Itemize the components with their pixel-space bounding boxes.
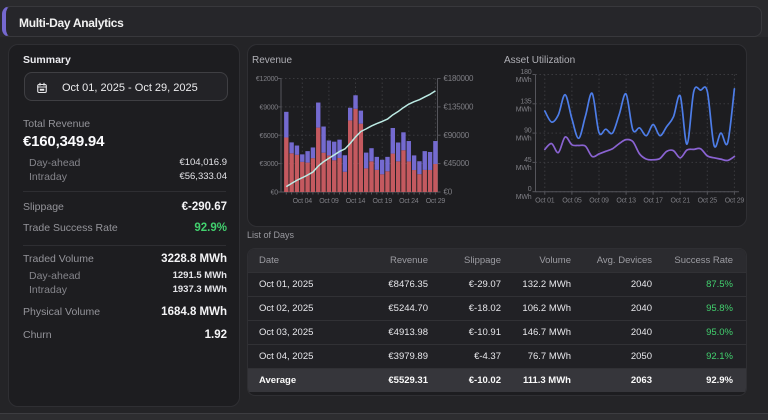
svg-text:€12000: €12000 — [256, 76, 278, 83]
svg-text:€3000: €3000 — [260, 161, 279, 168]
svg-text:Asset Utilization: Asset Utilization — [504, 55, 575, 66]
svg-text:MWh: MWh — [516, 194, 532, 201]
svg-text:180: 180 — [520, 69, 531, 76]
svg-text:Revenue: Revenue — [252, 55, 292, 66]
svg-text:45: 45 — [524, 157, 532, 164]
svg-text:MWh: MWh — [516, 77, 532, 84]
svg-text:Oct 04: Oct 04 — [293, 198, 313, 205]
svg-text:Oct 14: Oct 14 — [346, 198, 366, 205]
svg-text:€9000: €9000 — [260, 104, 279, 111]
svg-text:Oct 19: Oct 19 — [372, 198, 392, 205]
svg-text:€6000: €6000 — [260, 133, 279, 140]
svg-text:Oct 09: Oct 09 — [319, 198, 339, 205]
svg-text:MWh: MWh — [516, 136, 532, 143]
svg-text:Oct 29: Oct 29 — [725, 198, 745, 205]
svg-text:€135000: €135000 — [444, 102, 474, 111]
svg-text:Oct 13: Oct 13 — [616, 198, 636, 205]
svg-text:MWh: MWh — [516, 106, 532, 113]
svg-text:€0: €0 — [444, 188, 453, 197]
svg-text:0: 0 — [528, 186, 532, 193]
svg-text:Oct 01: Oct 01 — [535, 198, 555, 205]
svg-text:Oct 17: Oct 17 — [643, 198, 663, 205]
svg-text:€90000: €90000 — [444, 131, 470, 140]
svg-text:Oct 25: Oct 25 — [698, 198, 718, 205]
svg-text:MWh: MWh — [516, 165, 532, 172]
svg-text:Oct 05: Oct 05 — [562, 198, 582, 205]
svg-text:Oct 24: Oct 24 — [399, 198, 419, 205]
svg-text:Oct 09: Oct 09 — [589, 198, 609, 205]
svg-text:Oct 21: Oct 21 — [670, 198, 690, 205]
svg-text:Oct 29: Oct 29 — [426, 198, 446, 205]
svg-text:€180000: €180000 — [444, 74, 474, 83]
svg-text:€0: €0 — [271, 190, 279, 197]
svg-text:90: 90 — [524, 128, 532, 135]
svg-text:€45000: €45000 — [444, 159, 470, 168]
svg-text:135: 135 — [520, 98, 531, 105]
